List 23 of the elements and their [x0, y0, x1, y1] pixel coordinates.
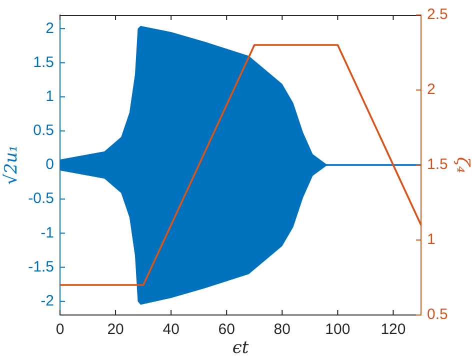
x-tick-label: 40 — [162, 321, 180, 338]
x-tick-label: 20 — [107, 321, 124, 338]
y-tick-label: 0.5 — [33, 122, 54, 140]
x-tick-label: 80 — [274, 321, 290, 338]
y-axis-title: √2u₁ — [2, 145, 22, 185]
y2-tick-label: 1.5 — [427, 156, 448, 174]
y2-axis-title: ζ₄ — [452, 156, 472, 174]
y-tick-label: -2 — [40, 292, 54, 310]
y-tick-label: -1 — [40, 224, 54, 242]
x-axis-title: ϵt — [232, 338, 249, 358]
x-tick-label: 60 — [218, 321, 235, 338]
y2-tick-label: 2 — [427, 81, 436, 98]
x-tick-label: 120 — [380, 321, 406, 338]
y2-tick-label: 2.5 — [427, 6, 448, 24]
y2-tick-label: 1 — [427, 231, 436, 248]
y-tick-label: -0.5 — [28, 190, 54, 208]
y-tick-label: 0 — [46, 156, 54, 174]
y-tick-label: -1.5 — [28, 258, 54, 276]
y-tick-label: 1 — [46, 88, 54, 105]
y-tick-label: 2 — [46, 20, 54, 37]
y2-tick-label: 0.5 — [427, 306, 448, 324]
x-tick-label: 100 — [325, 321, 350, 338]
y-tick-label: 1.5 — [33, 54, 54, 71]
